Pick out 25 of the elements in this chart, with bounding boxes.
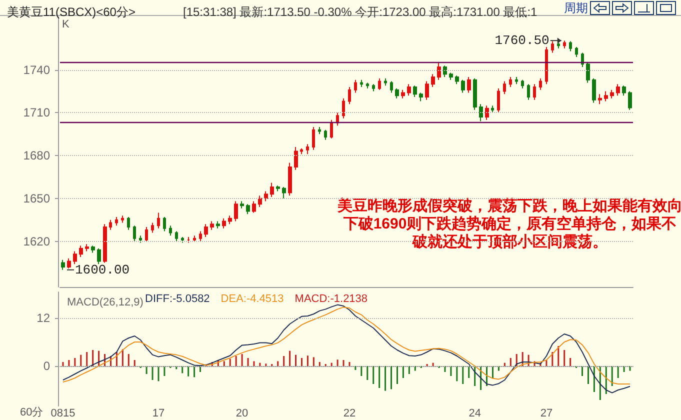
text: 周期 — [564, 1, 588, 15]
x-tick-label: 0815 — [50, 408, 76, 420]
y-tick-label: 1620 — [23, 234, 50, 248]
y-tick-label: 0 — [43, 359, 50, 373]
x-tick-label: 17 — [152, 408, 165, 420]
y-tick-label: 12 — [36, 311, 50, 325]
x-tick-label: 20 — [236, 408, 248, 420]
text: MACD:-1.2138 — [294, 293, 368, 305]
y-tick-label: 1710 — [23, 106, 50, 120]
x-tick-label: 22 — [343, 408, 356, 420]
x-tick-label: 27 — [540, 408, 553, 420]
chart-subtitle: [15:31:38] 最新:1713.50 -0.30% 今开:1723.00 最高:1731.00 最低:1 — [183, 5, 538, 19]
chart-title: 美黄豆11(SBCX)<60分> — [7, 5, 136, 19]
text: DIFF:-5.0582 — [145, 293, 210, 305]
text: DEA:-4.4513 — [220, 293, 284, 305]
y-tick-label: 1680 — [23, 148, 50, 163]
annotation: K — [62, 18, 70, 30]
annotation: 1600.00 — [74, 262, 130, 278]
text: 60分 — [20, 406, 44, 418]
chart-title: MACD(26,12,9) — [67, 296, 144, 308]
y-tick-label: 1650 — [23, 191, 50, 206]
y-tick-label: 1740 — [23, 62, 50, 77]
annotation: 1760.50 — [494, 33, 550, 48]
x-tick-label: 24 — [468, 408, 481, 420]
annotation: 美豆昨晚形成假突破，震荡下跌，晚上如果能有效向下破1690则下跌趋势确定，原有空单持仓，如果不破就还处于顶部小区间震荡。 — [336, 196, 681, 250]
